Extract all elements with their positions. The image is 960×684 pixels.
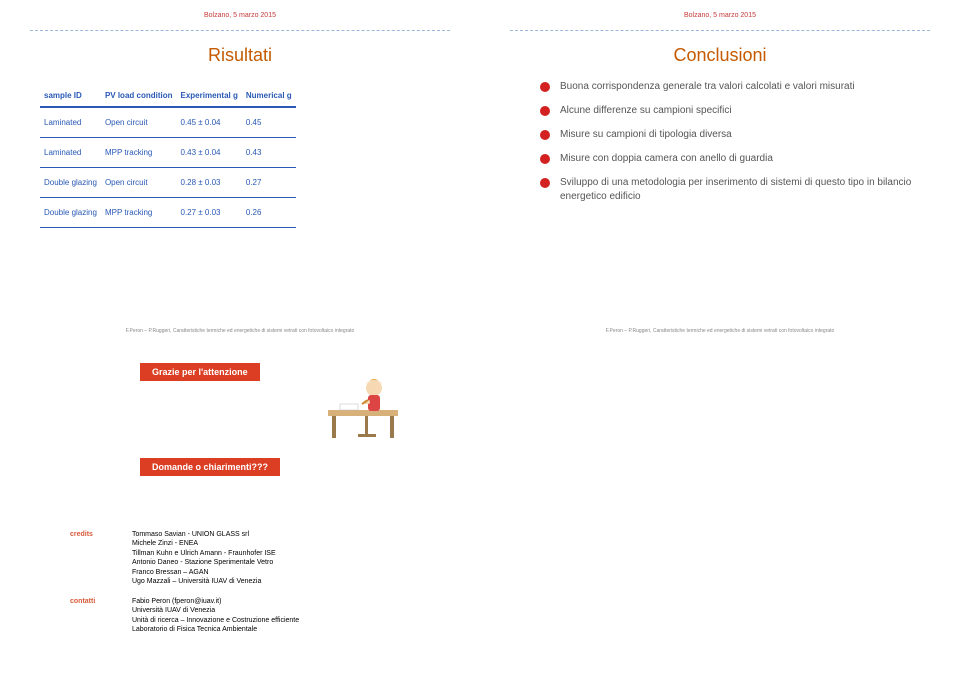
bullet-text: Misure con doppia camera con anello di g… [560, 152, 773, 166]
contact-line: Fabio Peron (fperon@iuav.it) [132, 597, 299, 606]
cell: 0.43 [242, 138, 296, 168]
contacts-lines: Fabio Peron (fperon@iuav.it) Università … [132, 597, 299, 635]
contacts-label: contatti [70, 597, 130, 606]
table-row: Double glazing Open circuit 0.28 ± 0.03 … [40, 168, 296, 198]
cell: Laminated [40, 107, 101, 138]
credit-line: Franco Bressan – AGAN [132, 568, 276, 577]
contact-line: Unità di ricerca – Innovazione e Costruz… [132, 616, 299, 625]
cell: MPP tracking [101, 198, 177, 228]
cell: Laminated [40, 138, 101, 168]
slide-credits: credits Tommaso Savian - UNION GLASS srl… [0, 512, 480, 684]
cell: 0.43 ± 0.04 [177, 138, 242, 168]
cell: MPP tracking [101, 138, 177, 168]
col-header: Numerical g [242, 85, 296, 107]
table-row: Laminated MPP tracking 0.43 ± 0.04 0.43 [40, 138, 296, 168]
bullet-text: Buona corrispondenza generale tra valori… [560, 80, 855, 94]
questions-ribbon: Domande o chiarimenti??? [140, 458, 280, 476]
divider [510, 30, 930, 31]
bullet-item: Misure con doppia camera con anello di g… [540, 152, 920, 166]
credits-lines: Tommaso Savian - UNION GLASS srl Michele… [132, 530, 276, 587]
col-header: Experimental g [177, 85, 242, 107]
thanks-ribbon: Grazie per l'attenzione [140, 363, 260, 381]
bullet-text: Alcune differenze su campioni specifici [560, 104, 732, 118]
bullet-item: Sviluppo di una metodologia per inserime… [540, 176, 920, 204]
slide-header: Bolzano, 5 marzo 2015 [480, 12, 960, 19]
bullet-item: Misure su campioni di tipologia diversa [540, 128, 920, 142]
credits-label: credits [70, 530, 130, 539]
cell: 0.45 [242, 107, 296, 138]
bullet-dot-icon [540, 178, 550, 188]
contact-line: Università IUAV di Venezia [132, 606, 299, 615]
contacts-row: contatti Fabio Peron (fperon@iuav.it) Un… [70, 597, 299, 635]
bullet-text: Misure su campioni di tipologia diversa [560, 128, 732, 142]
credit-line: Antonio Daneo - Stazione Sperimentale Ve… [132, 558, 276, 567]
slide-title: Risultati [0, 45, 480, 66]
bullet-list: Buona corrispondenza generale tra valori… [540, 80, 920, 214]
contact-line: Laboratorio di Fisica Tecnica Ambientale [132, 625, 299, 634]
table-row: Laminated Open circuit 0.45 ± 0.04 0.45 [40, 107, 296, 138]
table-header-row: sample ID PV load condition Experimental… [40, 85, 296, 107]
credit-line: Tillman Kuhn e Ulrich Amann - Fraunhofer… [132, 549, 276, 558]
bullet-dot-icon [540, 82, 550, 92]
cell: 0.28 ± 0.03 [177, 168, 242, 198]
table-row: Double glazing MPP tracking 0.27 ± 0.03 … [40, 198, 296, 228]
credit-line: Tommaso Savian - UNION GLASS srl [132, 530, 276, 539]
bullet-item: Buona corrispondenza generale tra valori… [540, 80, 920, 94]
col-header: sample ID [40, 85, 101, 107]
slide-header: Bolzano, 5 marzo 2015 [0, 12, 480, 19]
bullet-dot-icon [540, 106, 550, 116]
slide-results: Bolzano, 5 marzo 2015 Risultati sample I… [0, 0, 480, 342]
cell: 0.26 [242, 198, 296, 228]
slide-title: Conclusioni [480, 45, 960, 66]
col-header: PV load condition [101, 85, 177, 107]
slide-footer: F.Peron – P.Ruggeri, Caratteristiche ter… [0, 328, 480, 334]
cell: Double glazing [40, 198, 101, 228]
student-desk-icon [320, 370, 410, 440]
results-table: sample ID PV load condition Experimental… [40, 85, 296, 228]
credits-row: credits Tommaso Savian - UNION GLASS srl… [70, 530, 299, 587]
bullet-item: Alcune differenze su campioni specifici [540, 104, 920, 118]
credit-line: Ugo Mazzali – Università IUAV di Venezia [132, 577, 276, 586]
bullet-dot-icon [540, 154, 550, 164]
slide-thanks: Grazie per l'attenzione Domande o chiari… [0, 342, 480, 512]
credit-line: Michele Zinzi - ENEA [132, 539, 276, 548]
slide-conclusions: Bolzano, 5 marzo 2015 Conclusioni Buona … [480, 0, 960, 342]
cell: Open circuit [101, 168, 177, 198]
cell: 0.45 ± 0.04 [177, 107, 242, 138]
bullet-text: Sviluppo di una metodologia per inserime… [560, 176, 920, 204]
cell: Double glazing [40, 168, 101, 198]
cell: 0.27 ± 0.03 [177, 198, 242, 228]
cell: 0.27 [242, 168, 296, 198]
credits-block: credits Tommaso Savian - UNION GLASS srl… [70, 530, 299, 644]
bullet-dot-icon [540, 130, 550, 140]
cell: Open circuit [101, 107, 177, 138]
divider [30, 30, 450, 31]
slide-footer: F.Peron – P.Ruggeri, Caratteristiche ter… [480, 328, 960, 334]
